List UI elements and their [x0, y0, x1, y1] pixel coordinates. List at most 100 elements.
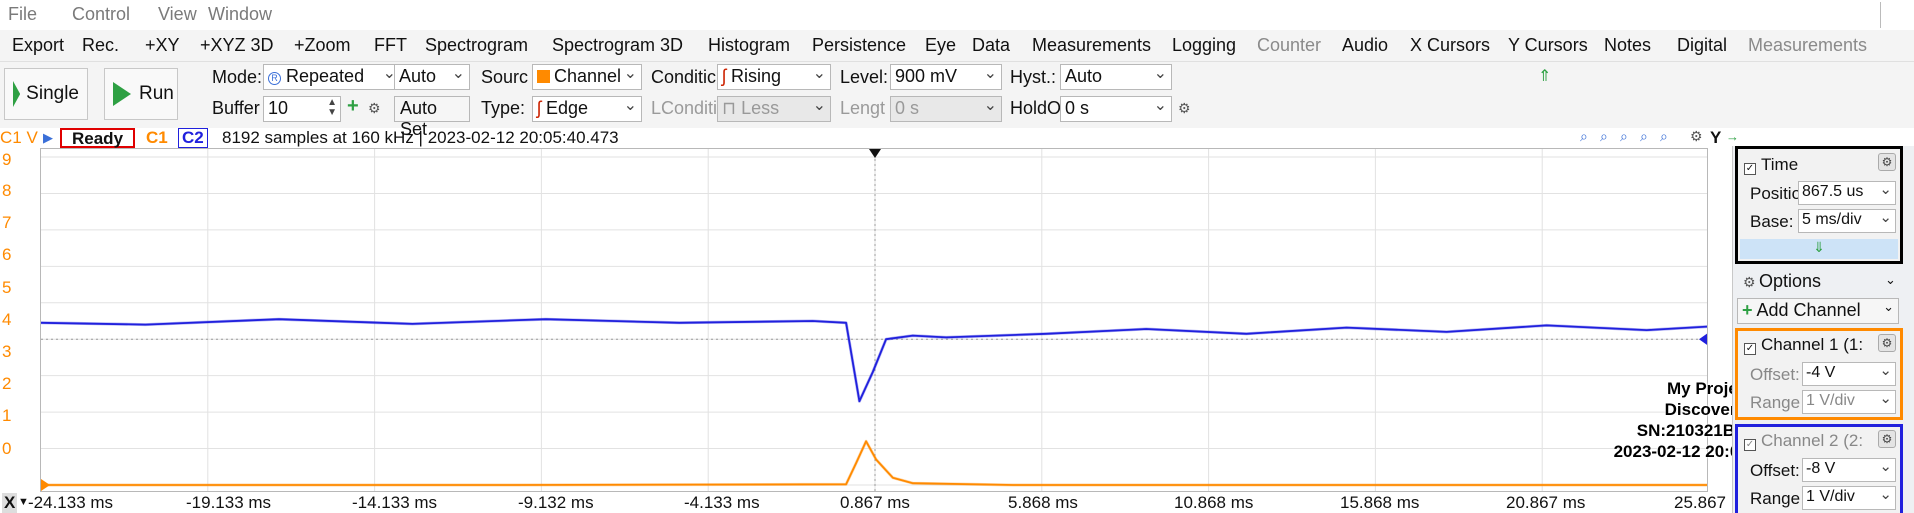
- tool-x-cursors[interactable]: X Cursors: [1410, 35, 1491, 55]
- chevron-right-icon[interactable]: ▶: [43, 130, 53, 145]
- zoom-region-icon[interactable]: ⌕: [1660, 128, 1668, 144]
- zoom-fit-icon[interactable]: ⌕: [1620, 128, 1628, 144]
- zoom-reset-icon[interactable]: ⌕: [1640, 128, 1648, 144]
- time-checkbox[interactable]: ✓: [1744, 163, 1756, 175]
- spin-arrows-icon[interactable]: ▲ ▼: [327, 97, 337, 118]
- channel-2-offset-label: Offset:: [1750, 461, 1800, 480]
- c2-indicator[interactable]: C2: [178, 128, 208, 148]
- tool-logging[interactable]: Logging: [1172, 35, 1237, 55]
- zoom-in-icon[interactable]: ⌕: [1580, 128, 1588, 144]
- menu-window[interactable]: Window: [208, 4, 273, 24]
- tool-spectrogram[interactable]: Spectrogram: [425, 35, 529, 55]
- channel-2-title[interactable]: ✓ Channel 2 (2:: [1744, 431, 1863, 451]
- x-axis-chevron-icon[interactable]: ▼: [18, 496, 29, 508]
- oscilloscope-plot[interactable]: [40, 148, 1708, 492]
- menu-view[interactable]: View: [158, 4, 197, 24]
- tool-add-zoom[interactable]: +Zoom: [294, 35, 351, 55]
- tool-digital[interactable]: Digital: [1677, 35, 1728, 55]
- tool-measurements-2[interactable]: Measurements: [1748, 35, 1868, 55]
- menu-control[interactable]: Control: [72, 4, 131, 24]
- channel-1-range-label: Range: [1750, 393, 1801, 412]
- type-value: Edge: [546, 98, 589, 118]
- run-button[interactable]: Run: [104, 68, 178, 120]
- channel-2-offset-value: -8 V: [1806, 460, 1836, 477]
- c1-indicator[interactable]: C1: [146, 128, 168, 147]
- add-buffer-icon[interactable]: +: [347, 95, 359, 117]
- options-chevron-icon[interactable]: ⌄: [1885, 272, 1896, 287]
- tool-audio[interactable]: Audio: [1342, 35, 1389, 55]
- time-panel: ✓Time ⚙ Positio 867.5 us Base: 5 ms/div …: [1735, 146, 1903, 264]
- tool-eye[interactable]: Eye: [925, 35, 957, 55]
- tool-notes[interactable]: Notes: [1604, 35, 1652, 55]
- plot-settings-icon[interactable]: ⚙: [1690, 128, 1703, 144]
- tool-record[interactable]: Rec.: [82, 35, 120, 55]
- options-settings-icon[interactable]: ⚙: [1743, 274, 1756, 290]
- tool-persistence[interactable]: Persistence: [812, 35, 907, 55]
- less-pulse-icon: ⊓: [722, 98, 737, 118]
- toolbar: Export Rec. +XY +XYZ 3D +Zoom FFT Spectr…: [0, 30, 1914, 62]
- tool-add-xy[interactable]: +XY: [145, 35, 180, 55]
- position-label: Positio: [1750, 184, 1802, 203]
- type-select[interactable]: ʃ Edge: [532, 96, 642, 122]
- single-button[interactable]: Single: [4, 68, 88, 120]
- y-tick: 7: [2, 213, 12, 232]
- x-tick: 0.867 ms: [840, 493, 910, 512]
- holdoff-settings-icon[interactable]: ⚙: [1178, 100, 1191, 116]
- channel-2-range-select[interactable]: 1 V/div: [1802, 486, 1896, 510]
- channel-2-offset-input[interactable]: -8 V: [1802, 458, 1896, 482]
- channel-1-offset-input[interactable]: -4 V: [1802, 362, 1896, 386]
- base-value: 5 ms/div: [1802, 211, 1862, 228]
- ready-badge: Ready: [60, 128, 136, 148]
- channel-1-range-select[interactable]: 1 V/div: [1802, 390, 1896, 414]
- tool-data[interactable]: Data: [972, 35, 1011, 55]
- condition-select[interactable]: ʃ Rising: [717, 64, 831, 90]
- auto-set-label: Auto Set: [400, 98, 438, 139]
- channel-2-settings-icon[interactable]: ⚙: [1878, 430, 1896, 448]
- tool-counter[interactable]: Counter: [1257, 35, 1322, 55]
- channel-2-range-value: 1 V/div: [1806, 488, 1855, 505]
- holdoff-input[interactable]: 0 s: [1060, 96, 1172, 122]
- channel-1-range-value: 1 V/div: [1806, 392, 1855, 409]
- y-axis-button[interactable]: Y: [1710, 128, 1722, 147]
- tool-fft[interactable]: FFT: [374, 35, 407, 55]
- length-input[interactable]: 0 s: [890, 96, 1002, 122]
- level-input[interactable]: 900 mV: [890, 64, 1002, 90]
- condition-label: Conditic: [651, 67, 717, 87]
- tool-add-xyz-3d[interactable]: +XYZ 3D: [200, 35, 274, 55]
- tool-export[interactable]: Export: [12, 35, 65, 55]
- mode-auto-select[interactable]: Auto: [394, 64, 470, 90]
- lcondition-select[interactable]: ⊓ Less: [717, 96, 831, 122]
- channel-1-title-text: Channel 1 (1:: [1761, 335, 1864, 354]
- time-settings-icon[interactable]: ⚙: [1878, 153, 1896, 171]
- source-select[interactable]: Channel: [532, 64, 642, 90]
- mode-select[interactable]: R Repeated: [263, 64, 401, 90]
- channel-2-checkbox[interactable]: ✓: [1744, 439, 1756, 451]
- time-expand-button[interactable]: ⇓: [1740, 239, 1898, 259]
- tool-histogram[interactable]: Histogram: [708, 35, 791, 55]
- arrow-right-icon[interactable]: →: [1726, 129, 1739, 144]
- zoom-out-icon[interactable]: ⌕: [1600, 128, 1608, 144]
- channel-1-checkbox[interactable]: ✓: [1744, 343, 1756, 355]
- channel-1-settings-icon[interactable]: ⚙: [1878, 334, 1896, 352]
- holdoff-label: HoldO: [1010, 98, 1062, 118]
- mode-auto-value: Auto: [399, 66, 437, 86]
- options-label[interactable]: Options: [1759, 271, 1822, 291]
- x-axis-button[interactable]: X: [2, 493, 18, 513]
- plot-svg[interactable]: [41, 149, 1708, 492]
- hysteresis-select[interactable]: Auto: [1060, 64, 1172, 90]
- channel-1-title[interactable]: ✓ Channel 1 (1:: [1744, 335, 1863, 355]
- x-tick: -14.133 ms: [352, 493, 438, 512]
- menu-file[interactable]: File: [8, 4, 38, 24]
- arrow-up-icon[interactable]: ⇑: [1538, 68, 1552, 85]
- auto-set-button[interactable]: Auto Set: [394, 96, 470, 139]
- tool-measurements[interactable]: Measurements: [1032, 35, 1152, 55]
- tool-y-cursors[interactable]: Y Cursors: [1508, 35, 1588, 55]
- time-title[interactable]: ✓ Time: [1744, 155, 1798, 175]
- add-channel-button[interactable]: + Add Channel ⌄: [1737, 298, 1899, 324]
- hysteresis-label: Hyst.:: [1010, 67, 1057, 87]
- base-select[interactable]: 5 ms/div: [1798, 209, 1896, 233]
- buffer-spinbox[interactable]: 10 ▲ ▼: [263, 96, 341, 122]
- buffer-settings-icon[interactable]: ⚙: [368, 100, 381, 116]
- tool-spectrogram-3d[interactable]: Spectrogram 3D: [552, 35, 684, 55]
- position-input[interactable]: 867.5 us: [1798, 181, 1896, 205]
